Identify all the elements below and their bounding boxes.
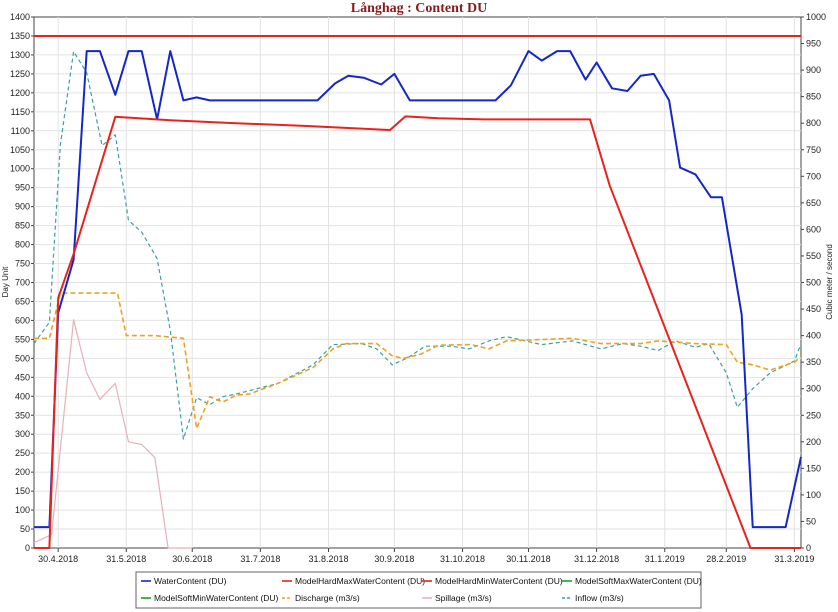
x-tick-label: 31.1.2019 (645, 554, 685, 564)
y-left-tick-label: 1250 (10, 69, 30, 79)
y-right-tick-label: 1000 (806, 12, 826, 22)
y-left-tick-label: 400 (15, 391, 30, 401)
y-right-tick-label: 400 (806, 331, 821, 341)
y-left-tick-label: 550 (15, 334, 30, 344)
legend-label: ModelHardMinWaterContent (DU) (435, 576, 563, 586)
x-tick-label: 30.9.2018 (374, 554, 414, 564)
x-tick-label: 31.12.2018 (574, 554, 619, 564)
y-left-tick-label: 1100 (11, 126, 30, 136)
y-right-tick-label: 800 (806, 118, 821, 128)
y-left-tick-label: 800 (15, 240, 30, 250)
legend-box (135, 571, 702, 609)
y-right-tick-label: 150 (806, 463, 821, 473)
y-left-tick-label: 1400 (10, 12, 30, 22)
y-left-tick-label: 350 (15, 410, 30, 420)
y-right-tick-label: 900 (806, 65, 821, 75)
y-left-tick-label: 450 (15, 372, 30, 382)
y-right-tick-label: 550 (806, 251, 821, 261)
chart-title: Långhag : Content DU (351, 1, 488, 16)
y-left-tick-label: 1050 (10, 145, 30, 155)
y-axis-label-right: Cubic meter / second (825, 244, 834, 320)
y-left-tick-label: 700 (15, 278, 30, 288)
legend-label: Discharge (m3/s) (295, 593, 360, 603)
y-right-tick-label: 300 (806, 384, 821, 394)
legend-label: Inflow (m3/s) (575, 593, 624, 603)
y-right-tick-label: 750 (806, 145, 821, 155)
left-axis-ticks: 0 50 100 150 200 250 300 350 400 450 500 550 600 650 7… (10, 12, 34, 553)
y-left-tick-label: 1200 (10, 88, 30, 98)
x-tick-label: 31.7.2018 (240, 554, 280, 564)
y-right-tick-label: 0 (806, 543, 811, 553)
y-left-tick-label: 100 (15, 505, 30, 515)
y-right-tick-label: 600 (806, 224, 821, 234)
x-tick-label: 28.2.2019 (706, 554, 746, 564)
x-tick-label: 30.4.2018 (38, 554, 78, 564)
y-right-tick-label: 450 (806, 304, 821, 314)
legend-label: Spillage (m3/s) (435, 593, 492, 603)
y-right-tick-label: 350 (806, 357, 821, 367)
gridlines (34, 17, 801, 548)
y-right-tick-label: 100 (806, 490, 821, 500)
y-left-tick-label: 250 (15, 448, 30, 458)
y-right-tick-label: 650 (806, 198, 821, 208)
series-line-modelhardminwatercontent-du (34, 115, 801, 549)
x-tick-label: 31.10.2018 (440, 554, 485, 564)
y-left-tick-label: 900 (15, 202, 30, 212)
legend-label: ModelSoftMaxWaterContent (DU) (575, 576, 702, 586)
y-left-tick-label: 200 (15, 467, 30, 477)
series-line-watercontent-du (34, 50, 802, 529)
x-axis-ticks: 30.4.2018 31.5.2018 30.6.2018 31.7.2018 31.8… (38, 548, 814, 564)
legend-label: ModelHardMaxWaterContent (DU) (295, 576, 425, 586)
y-left-tick-label: 150 (15, 486, 30, 496)
series-line-spillage-m3-s (33, 319, 193, 549)
legend: WaterContent (DU) ModelHardMaxWaterConten… (135, 571, 702, 609)
series-layer (33, 35, 802, 549)
y-right-tick-label: 950 (806, 39, 821, 49)
series-line-inflow-m3-s (33, 50, 802, 440)
x-tick-label: 31.3.2019 (774, 554, 814, 564)
legend-label: ModelSoftMinWaterContent (DU) (154, 593, 279, 603)
y-right-tick-label: 50 (806, 516, 816, 526)
y-right-tick-label: 500 (806, 278, 821, 288)
y-left-tick-label: 500 (15, 353, 30, 363)
x-tick-label: 31.5.2018 (106, 554, 146, 564)
y-right-tick-label: 200 (806, 437, 821, 447)
series-line-discharge-m3-s (34, 292, 802, 430)
y-left-tick-label: 650 (15, 296, 30, 306)
right-axis-ticks: 0 50 100 150 200 250 300 350 400 450 500 550 600 650 7… (801, 12, 826, 553)
y-left-tick-label: 0 (25, 543, 30, 553)
y-left-tick-label: 850 (15, 221, 30, 231)
y-right-tick-label: 850 (806, 92, 821, 102)
y-left-tick-label: 1350 (10, 31, 30, 41)
y-left-tick-label: 1150 (11, 107, 30, 117)
legend-label: WaterContent (DU) (154, 576, 227, 586)
y-axis-label-left: Day Unit (1, 266, 10, 297)
y-left-tick-label: 1300 (10, 50, 30, 60)
y-left-tick-label: 50 (20, 524, 30, 534)
x-tick-label: 30.11.2018 (506, 554, 550, 564)
y-left-tick-label: 1000 (10, 164, 30, 174)
y-left-tick-label: 750 (15, 259, 30, 269)
y-right-tick-label: 250 (806, 410, 821, 420)
x-tick-label: 31.8.2018 (308, 554, 348, 564)
y-right-tick-label: 700 (806, 171, 821, 181)
y-left-tick-label: 950 (15, 183, 30, 193)
y-left-tick-label: 300 (15, 429, 30, 439)
y-left-tick-label: 600 (15, 315, 30, 325)
x-tick-label: 30.6.2018 (172, 554, 212, 564)
